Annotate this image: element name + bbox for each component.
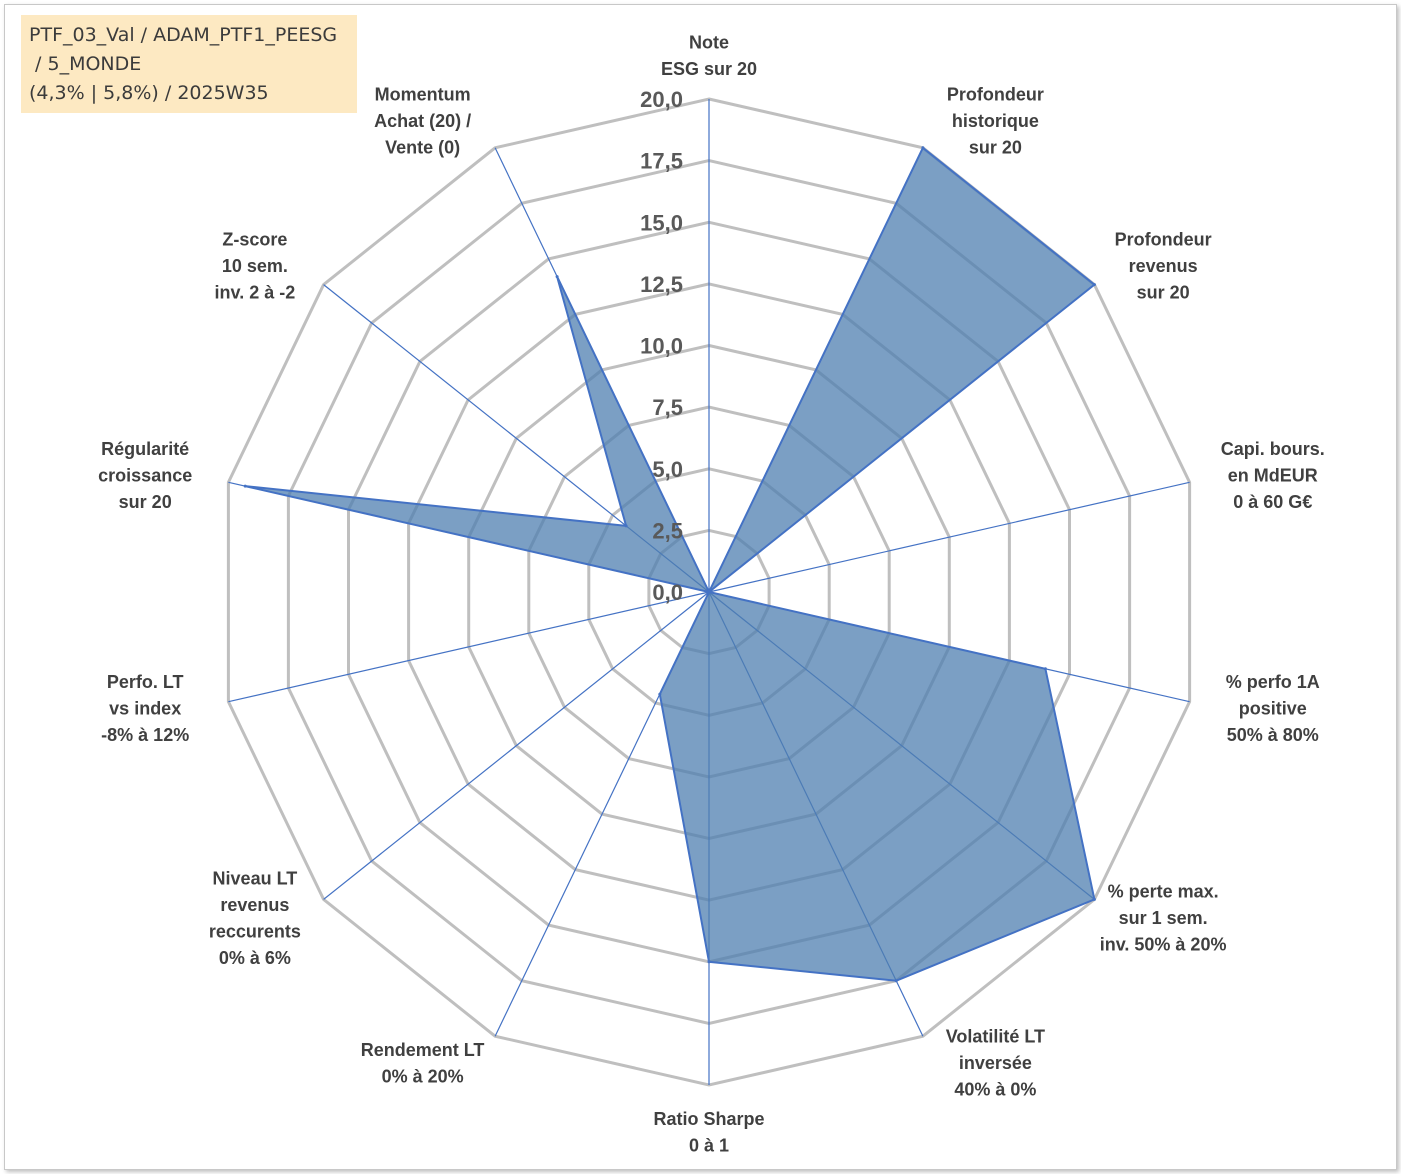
title-line-3: (4,3% | 5,8%) / 2025W35 xyxy=(29,82,269,104)
axis-label-line: positive xyxy=(1239,698,1307,718)
axis-label-line: inversée xyxy=(959,1053,1032,1073)
axis-label-line: sur 20 xyxy=(969,137,1022,157)
chart-title-box: PTF_03_Val / ADAM_PTF1_PEESG / 5_MONDE (… xyxy=(21,15,357,113)
axis-label-5: % perte max. sur 1 sem. inv. 50% à 20% xyxy=(1100,882,1227,955)
series-area-0 xyxy=(244,146,1097,982)
axis-label-2: Profondeur revenus sur 20 xyxy=(1115,229,1212,302)
axis-label-line: Profondeur xyxy=(1115,229,1212,249)
axis-label-line: Achat (20) / xyxy=(374,111,471,131)
axis-label-0: Note ESG sur 20 xyxy=(661,33,757,80)
data-point-4 xyxy=(1043,667,1047,671)
tick-label-6: 15,0 xyxy=(640,210,683,235)
axis-label-line: sur 20 xyxy=(119,492,172,512)
axis-label-line: Rendement LT xyxy=(361,1040,485,1060)
axis-label-line: Note xyxy=(689,33,729,53)
axis-label-line: Régularité xyxy=(101,439,189,459)
axis-label-line: Vente (0) xyxy=(385,137,460,157)
axis-label-line: croissance xyxy=(98,466,192,486)
tick-label-1: 2,5 xyxy=(652,518,683,543)
axis-label-11: Régularité croissance sur 20 xyxy=(98,439,192,512)
data-point-1 xyxy=(921,146,925,150)
axis-label-7: Ratio Sharpe 0 à 1 xyxy=(653,1109,764,1156)
axis-label-line: % perfo 1A xyxy=(1226,672,1320,692)
axis-label-line: Perfo. LT xyxy=(107,672,184,692)
axis-label-1: Profondeur historique sur 20 xyxy=(947,84,1044,157)
axis-label-line: 0% à 6% xyxy=(219,948,291,968)
axis-label-line: Volatilité LT xyxy=(946,1027,1045,1047)
data-point-12 xyxy=(624,524,628,528)
data-point-8 xyxy=(658,692,662,696)
axis-label-line: -8% à 12% xyxy=(101,725,189,745)
data-point-2 xyxy=(1092,283,1096,287)
axis-labels: Note ESG sur 20 Profondeur historique sur 20… xyxy=(98,33,1325,1156)
axis-label-line: revenus xyxy=(1129,256,1198,276)
data-point-5 xyxy=(1092,897,1096,901)
axis-label-line: Z-score xyxy=(222,229,287,249)
tick-label-7: 17,5 xyxy=(640,149,683,174)
axis-label-line: sur 1 sem. xyxy=(1119,908,1208,928)
axis-label-line: 0 à 1 xyxy=(689,1136,729,1156)
tick-label-5: 12,5 xyxy=(640,272,683,297)
axis-label-line: Momentum xyxy=(375,84,471,104)
tick-label-2: 5,0 xyxy=(652,457,683,482)
axis-label-line: en MdEUR xyxy=(1228,466,1318,486)
axis-label-line: Capi. bours. xyxy=(1221,439,1325,459)
axis-label-line: sur 20 xyxy=(1137,282,1190,302)
spoke-3 xyxy=(708,481,1190,593)
data-point-11 xyxy=(243,484,247,488)
axis-label-line: ESG sur 20 xyxy=(661,59,757,79)
tick-label-4: 10,0 xyxy=(640,334,683,359)
axis-label-10: Perfo. LT vs index -8% à 12% xyxy=(101,672,189,745)
axis-label-line: 10 sem. xyxy=(222,256,288,276)
axis-label-line: vs index xyxy=(109,698,181,718)
axis-label-line: Profondeur xyxy=(947,84,1044,104)
title-line-2: / 5_MONDE xyxy=(29,53,142,75)
spoke-9 xyxy=(323,591,710,900)
axis-label-line: inv. 50% à 20% xyxy=(1100,935,1227,955)
tick-label-8: 20,0 xyxy=(640,87,683,112)
series xyxy=(243,146,1097,983)
data-point-10 xyxy=(707,590,711,594)
axis-label-line: revenus xyxy=(220,895,289,915)
data-point-13 xyxy=(555,275,559,279)
axis-label-line: % perte max. xyxy=(1108,882,1219,902)
axis-label-4: % perfo 1A positive 50% à 80% xyxy=(1226,672,1320,745)
tick-label-0: 0,0 xyxy=(652,580,683,605)
axis-label-line: reccurents xyxy=(209,921,301,941)
axis-label-13: Momentum Achat (20) / Vente (0) xyxy=(374,84,471,157)
axis-label-line: 50% à 80% xyxy=(1227,725,1319,745)
axis-label-line: inv. 2 à -2 xyxy=(215,282,296,302)
data-point-7 xyxy=(707,960,711,964)
spoke-10 xyxy=(228,591,710,703)
axis-label-line: 0% à 20% xyxy=(382,1067,464,1087)
axis-label-line: Ratio Sharpe xyxy=(653,1109,764,1129)
axis-label-8: Rendement LT 0% à 20% xyxy=(361,1040,485,1087)
data-point-6 xyxy=(894,979,898,983)
axis-label-line: 40% à 0% xyxy=(954,1080,1036,1100)
axis-label-line: 0 à 60 G€ xyxy=(1233,492,1312,512)
tick-labels: 0,0 2,5 5,0 7,5 10,0 12,5 15,0 17,5 20,0 xyxy=(640,87,683,605)
axis-label-line: historique xyxy=(952,111,1039,131)
axis-label-line: Niveau LT xyxy=(213,868,298,888)
axis-label-9: Niveau LT revenus reccurents 0% à 6% xyxy=(209,868,301,968)
tick-label-3: 7,5 xyxy=(652,395,683,420)
axis-label-6: Volatilité LT inversée 40% à 0% xyxy=(946,1027,1045,1100)
title-line-1: PTF_03_Val / ADAM_PTF1_PEESG xyxy=(29,24,338,46)
axis-label-12: Z-score 10 sem. inv. 2 à -2 xyxy=(215,229,296,302)
axis-label-3: Capi. bours. en MdEUR 0 à 60 G€ xyxy=(1221,439,1325,512)
